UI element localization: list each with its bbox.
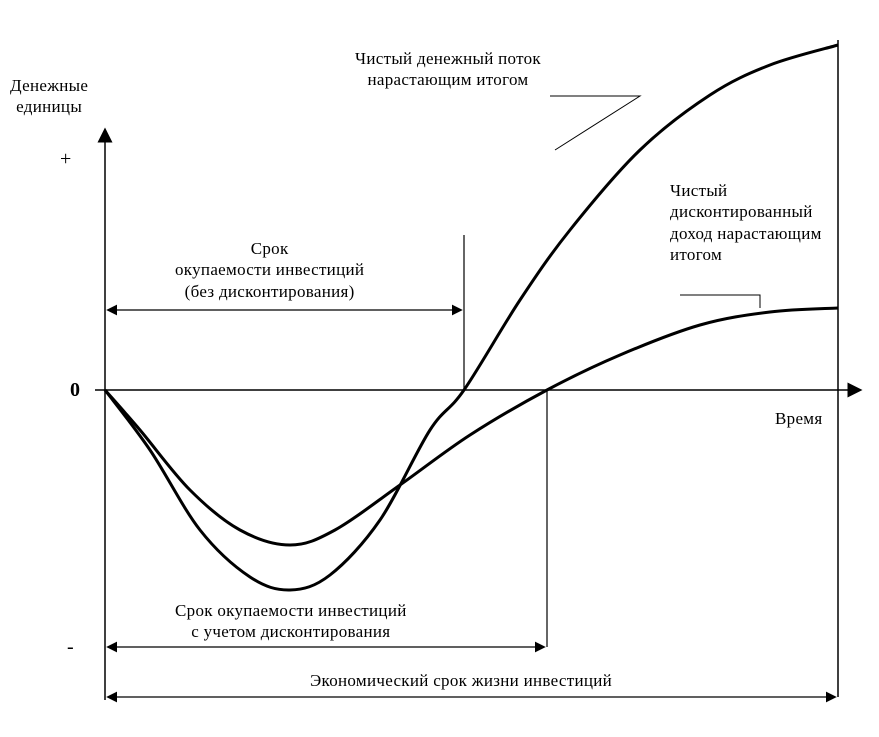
curve1-label: Чистый денежный поток нарастающим итогом [355, 48, 541, 91]
x-axis-title: Время [775, 408, 822, 429]
discounted-cumulative-cashflow-curve [105, 308, 838, 545]
economic-life-label: Экономический срок жизни инвестиций [310, 670, 612, 691]
payback-discount-label: Срок окупаемости инвестиций с учетом дис… [175, 600, 407, 643]
curve2-leader-line [680, 295, 760, 308]
y-axis-title: Денежные единицы [10, 75, 88, 118]
curve2-label: Чистый дисконтированный доход нарастающи… [670, 180, 822, 265]
investment-payback-chart [0, 0, 879, 737]
curve1-leader-line [550, 96, 640, 150]
zero-tick-label: 0 [70, 378, 80, 403]
payback-no-discount-label: Срок окупаемости инвестиций (без дисконт… [175, 238, 364, 302]
plus-tick-label: + [60, 147, 72, 172]
minus-tick-label: - [67, 635, 74, 660]
